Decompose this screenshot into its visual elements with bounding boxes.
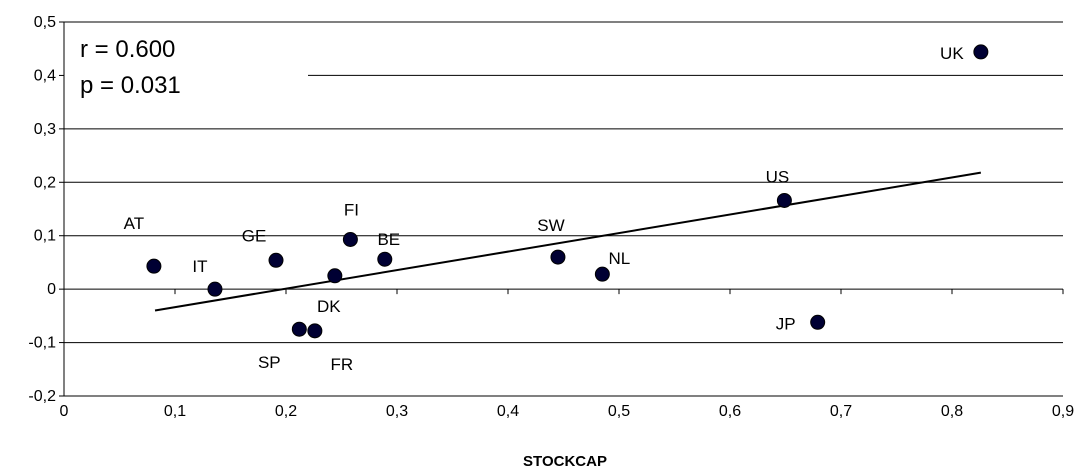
point-label-uk: UK bbox=[940, 44, 964, 63]
data-point-sw bbox=[550, 249, 566, 265]
point-label-it: IT bbox=[192, 257, 207, 276]
p-value-annotation: p = 0.031 bbox=[80, 72, 181, 99]
data-point-ge bbox=[268, 252, 284, 268]
x-tick-label: 0,6 bbox=[719, 403, 741, 420]
data-point-fr bbox=[307, 323, 323, 339]
x-tick-label: 0,8 bbox=[941, 403, 963, 420]
x-tick-label: 0,4 bbox=[497, 403, 519, 420]
y-tick-label: 0,5 bbox=[34, 14, 56, 31]
y-tick-label: 0,3 bbox=[34, 121, 56, 138]
data-point-it bbox=[207, 281, 223, 297]
x-tick-label: 0,2 bbox=[275, 403, 297, 420]
y-tick-label: 0,4 bbox=[34, 67, 56, 84]
point-label-ge: GE bbox=[242, 226, 267, 245]
point-label-be: BE bbox=[377, 230, 400, 249]
data-point-jp bbox=[810, 314, 826, 330]
data-point-nl bbox=[594, 266, 610, 282]
point-label-at: AT bbox=[124, 214, 144, 233]
x-tick-label: 0,7 bbox=[830, 403, 852, 420]
x-axis-title: STOCKCAP bbox=[523, 453, 607, 470]
data-point-uk bbox=[973, 44, 989, 60]
x-tick-label: 0,9 bbox=[1052, 403, 1074, 420]
data-point-at bbox=[146, 258, 162, 274]
y-tick-label: 0,1 bbox=[34, 228, 56, 245]
x-tick-label: 0 bbox=[60, 403, 69, 420]
x-tick-label: 0,1 bbox=[164, 403, 186, 420]
r-value-annotation: r = 0.600 bbox=[80, 36, 175, 63]
x-tick-label: 0,3 bbox=[386, 403, 408, 420]
tick-labels: -0,2 -0,1 0 0,1 0,2 0,3 0,4 0,5 0 0,1 0,2 0,3 0,4 0,5… bbox=[28, 14, 1074, 420]
x-tick-label: 0,5 bbox=[608, 403, 630, 420]
annotation-box: r = 0.600 p = 0.031 bbox=[80, 36, 181, 99]
data-points bbox=[146, 44, 989, 339]
point-label-fi: FI bbox=[344, 200, 359, 219]
point-label-jp: JP bbox=[776, 314, 796, 333]
trendline bbox=[154, 171, 982, 312]
data-point-dk bbox=[327, 268, 343, 284]
data-point-us bbox=[776, 192, 792, 208]
point-label-dk: DK bbox=[317, 297, 341, 316]
trendline-group bbox=[154, 171, 982, 312]
point-label-nl: NL bbox=[608, 249, 630, 268]
axes bbox=[59, 21, 1064, 397]
y-tick-label: -0,2 bbox=[28, 388, 56, 405]
y-tick-label: 0,2 bbox=[34, 174, 56, 191]
data-point-be bbox=[377, 251, 393, 267]
y-tick-label: 0 bbox=[47, 281, 56, 298]
point-labels: AT IT GE SP FR DK FI BE SW NL US JP UK bbox=[124, 44, 965, 374]
point-label-sw: SW bbox=[537, 216, 564, 235]
point-label-sp: SP bbox=[258, 353, 281, 372]
point-label-us: US bbox=[766, 167, 790, 186]
data-point-sp bbox=[291, 321, 307, 337]
y-tick-label: -0,1 bbox=[28, 335, 56, 352]
gridlines bbox=[64, 21, 1063, 397]
data-point-fi bbox=[342, 231, 358, 247]
point-label-fr: FR bbox=[331, 355, 354, 374]
